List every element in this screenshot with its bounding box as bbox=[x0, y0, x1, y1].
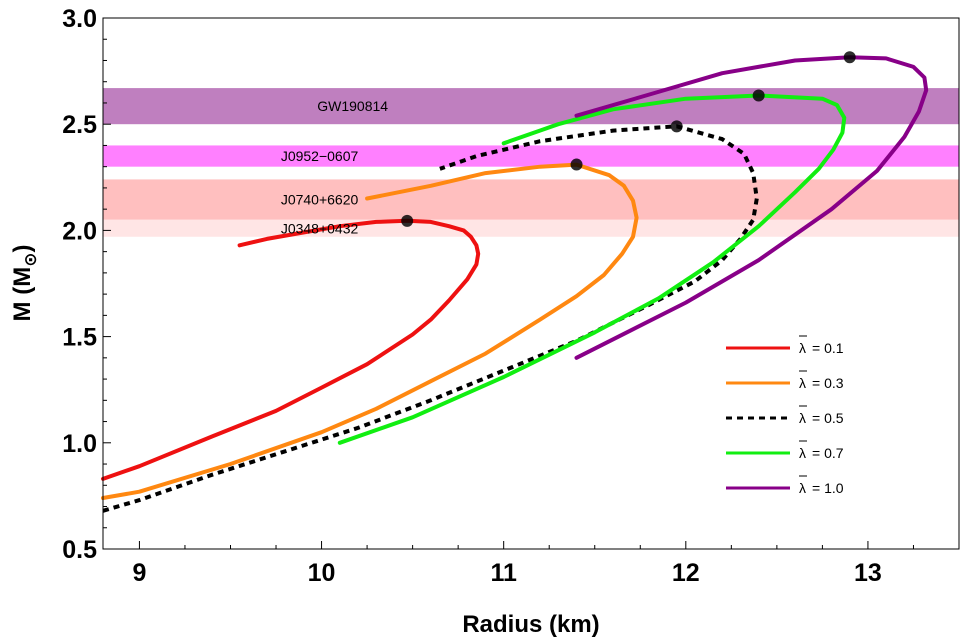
legend-label-1-0: = 1.0 bbox=[812, 480, 844, 496]
x-tick-label-9: 9 bbox=[132, 559, 146, 587]
x-tick-label-13: 13 bbox=[854, 559, 882, 587]
y-axis-title-sun-symbol: ⊙ bbox=[21, 253, 40, 267]
max-mass-point-0-3 bbox=[570, 158, 583, 171]
band-j0740-6620 bbox=[103, 179, 959, 220]
curve-lambda-0-1 bbox=[101, 218, 481, 481]
y-axis-title: M (M⊙) bbox=[9, 245, 40, 322]
max-mass-point-0-1 bbox=[401, 214, 414, 227]
band-gw190814 bbox=[103, 88, 959, 125]
curves bbox=[101, 55, 929, 513]
band-j0348-0432 bbox=[103, 219, 959, 237]
band-label-j0348-0432: J0348+0432 bbox=[281, 220, 359, 236]
band-label-gw190814: GW190814 bbox=[317, 98, 388, 114]
legend-entry-0-5: λ = 0.5 bbox=[799, 405, 844, 426]
y-axis-title-main: M (M bbox=[9, 267, 36, 322]
y-tick-label-2.0: 2.0 bbox=[62, 217, 97, 245]
maximum-mass-markers bbox=[401, 51, 856, 227]
x-tick-label-10: 10 bbox=[308, 559, 336, 587]
band-label-j0952-0607: J0952−0607 bbox=[281, 148, 359, 164]
legend-entry-0-1: λ = 0.1 bbox=[799, 335, 844, 356]
y-tick-label-1.0: 1.0 bbox=[62, 430, 97, 458]
y-tick-label-0.5: 0.5 bbox=[62, 536, 97, 564]
max-mass-point-1-0 bbox=[843, 51, 856, 64]
legend-lambda-symbol: λ bbox=[799, 375, 806, 391]
legend-lambda-symbol: λ bbox=[799, 480, 806, 496]
legend-lambda-symbol: λ bbox=[799, 410, 806, 426]
legend-label-0-1: = 0.1 bbox=[812, 340, 844, 356]
band-labels: GW190814 J0952−0607 J0740+6620 J0348+0432 bbox=[281, 98, 388, 236]
band-j0952-0607 bbox=[103, 145, 959, 167]
y-tick-label-3.0: 3.0 bbox=[62, 5, 97, 33]
plot-frame bbox=[102, 17, 960, 550]
legend-entry-0-3: λ = 0.3 bbox=[799, 370, 844, 391]
max-mass-point-0-5 bbox=[670, 120, 683, 133]
legend-label-0-5: = 0.5 bbox=[812, 410, 844, 426]
legend-entry-0-7: λ = 0.7 bbox=[799, 440, 844, 461]
legend-label-0-7: = 0.7 bbox=[812, 445, 844, 461]
legend-lambda-symbol: λ bbox=[799, 445, 806, 461]
curve-lambda-0-3 bbox=[101, 162, 639, 500]
x-axis-title: Radius (km) bbox=[462, 611, 599, 638]
legend-entry-1-0: λ = 1.0 bbox=[799, 475, 844, 496]
y-tick-label-2.5: 2.5 bbox=[62, 111, 97, 139]
legend-label-0-3: = 0.3 bbox=[812, 375, 844, 391]
band-label-j0740-6620: J0740+6620 bbox=[281, 192, 359, 208]
legend-lambda-symbol: λ bbox=[799, 340, 806, 356]
y-tick-label-1.5: 1.5 bbox=[62, 324, 97, 352]
x-tick-label-12: 12 bbox=[672, 559, 700, 587]
y-axis-title-close: ) bbox=[9, 245, 36, 253]
legend: λ = 0.1 λ = 0.3 λ = 0.5 λ = 0.7 λ = 1.0 bbox=[726, 335, 844, 496]
axis-ticks: 9 10 11 12 13 0.5 1.0 1.5 2.0 2.5 3.0 bbox=[62, 5, 914, 587]
observation-bands bbox=[103, 88, 959, 237]
curve-lambda-1-0 bbox=[574, 55, 929, 360]
curve-lambda-0-7 bbox=[337, 93, 847, 445]
x-tick-label-11: 11 bbox=[490, 559, 517, 587]
max-mass-point-0-7 bbox=[752, 89, 765, 102]
